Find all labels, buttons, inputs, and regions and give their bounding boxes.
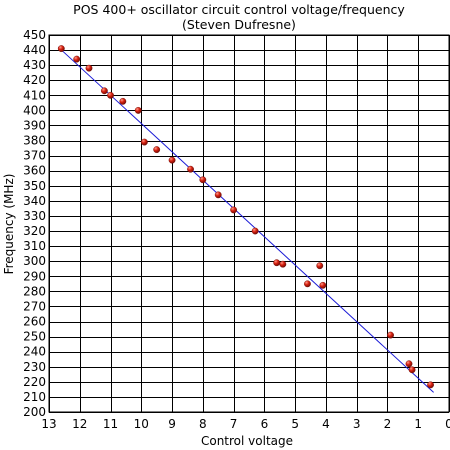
x-tick-label: 11: [103, 417, 118, 431]
y-tick-label: 450: [23, 28, 46, 42]
y-tick-label: 370: [23, 149, 46, 163]
y-tick-label: 360: [23, 164, 46, 178]
y-tick-label: 390: [23, 118, 46, 132]
y-tick-label: 380: [23, 134, 46, 148]
data-point: [230, 206, 238, 214]
data-point: [214, 191, 222, 199]
data-point: [134, 107, 142, 114]
y-tick-label: 330: [23, 209, 46, 223]
y-tick-label: 260: [23, 315, 46, 329]
y-tick-label: 320: [23, 224, 46, 238]
x-tick-label: 13: [41, 417, 56, 431]
y-tick-label: 300: [23, 254, 46, 268]
y-axis-label: Frequency (MHz): [2, 174, 16, 275]
y-tick-labels: 2002102202302402502602702802903003103203…: [23, 28, 46, 419]
y-tick-label: 350: [23, 179, 46, 193]
chart-title: POS 400+ oscillator circuit control volt…: [73, 2, 405, 17]
y-tick-label: 230: [23, 360, 46, 374]
data-point: [140, 138, 148, 146]
plot-area: [48, 34, 450, 413]
y-tick-label: 240: [23, 345, 46, 359]
x-axis-label: Control voltage: [201, 434, 293, 448]
x-tick-label: 7: [230, 417, 238, 431]
data-point: [273, 259, 281, 267]
x-tick-label: 2: [384, 417, 392, 431]
data-point: [316, 262, 324, 270]
trendline-layer: [57, 46, 434, 393]
x-tick-label: 6: [261, 417, 269, 431]
data-point: [199, 176, 207, 184]
x-tick-label: 4: [322, 417, 330, 431]
y-tick-label: 340: [23, 194, 46, 208]
data-point: [304, 280, 311, 288]
data-point: [73, 55, 81, 63]
y-tick-label: 310: [23, 239, 46, 253]
y-tick-label: 250: [23, 330, 46, 344]
x-tick-label: 5: [291, 417, 299, 431]
x-tick-label: 12: [72, 417, 87, 431]
y-tick-label: 440: [23, 43, 46, 57]
trendline: [57, 46, 434, 393]
data-point: [251, 227, 259, 235]
y-tick-label: 280: [23, 284, 46, 298]
data-point: [168, 156, 176, 164]
x-tick-labels: 13 12 11 10 9 8 7 6 5 4 3 2 1 0: [41, 417, 450, 431]
data-points: [57, 45, 434, 389]
data-point: [153, 146, 161, 154]
y-tick-label: 220: [23, 375, 46, 389]
x-tick-label: 1: [414, 417, 422, 431]
data-point: [387, 331, 394, 339]
x-tick-label: 9: [168, 417, 176, 431]
chart-subtitle: (Steven Dufresne): [182, 17, 296, 32]
y-tick-label: 430: [23, 58, 46, 72]
data-point: [107, 91, 114, 99]
y-tick-label: 420: [23, 73, 46, 87]
x-tick-label: 3: [353, 417, 361, 431]
data-point: [100, 87, 108, 95]
y-tick-label: 210: [23, 390, 46, 404]
x-tick-label: 0: [445, 417, 450, 431]
y-tick-label: 400: [23, 103, 46, 117]
data-point: [187, 165, 194, 173]
y-tick-label: 200: [23, 405, 46, 419]
data-point: [119, 97, 127, 105]
y-tick-label: 270: [23, 299, 46, 313]
data-point: [408, 366, 416, 374]
x-tick-label: 8: [199, 417, 207, 431]
data-point: [319, 281, 327, 289]
data-point: [405, 360, 413, 368]
y-tick-label: 410: [23, 88, 46, 102]
data-point: [279, 260, 287, 268]
data-point: [85, 64, 93, 72]
data-point: [427, 381, 434, 389]
y-tick-label: 290: [23, 269, 46, 283]
x-tick-label: 10: [134, 417, 149, 431]
data-point: [57, 45, 65, 52]
grid: [49, 35, 450, 413]
